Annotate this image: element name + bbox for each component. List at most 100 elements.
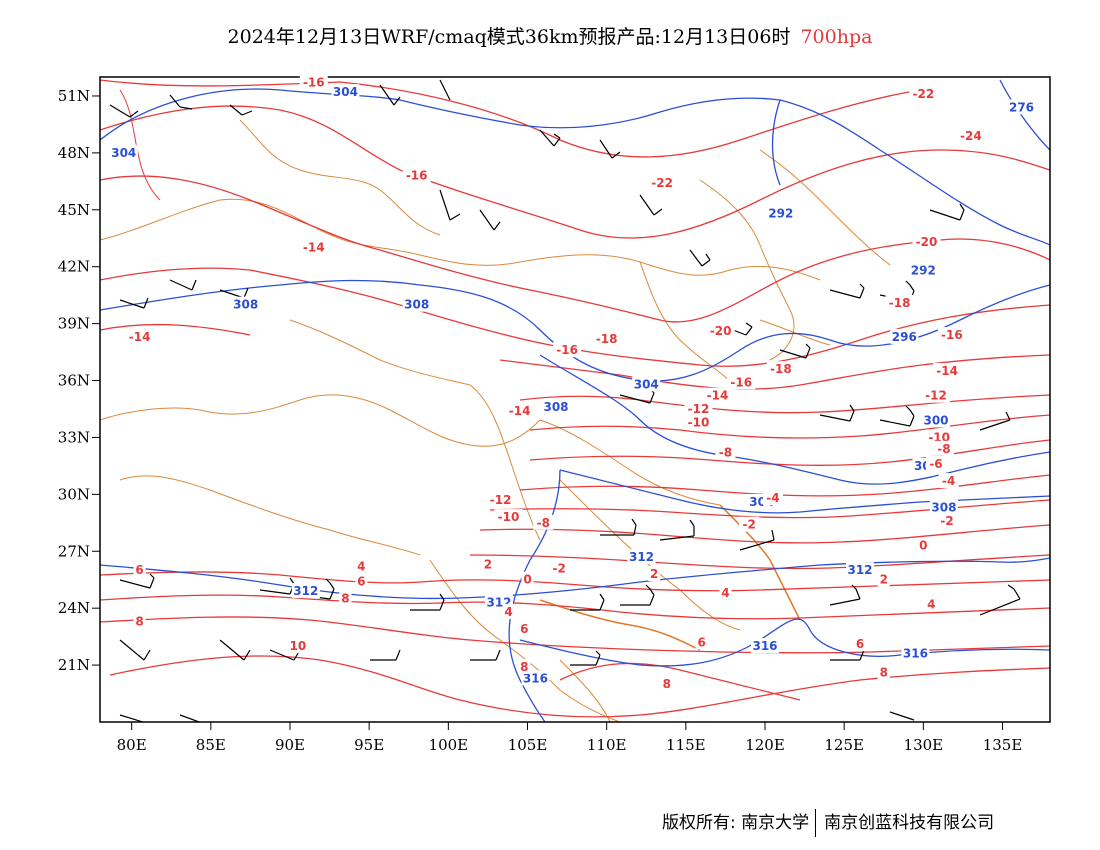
contour-label-bg <box>291 583 320 599</box>
contour-label-bg <box>922 387 950 403</box>
axis-ticks <box>92 95 1003 730</box>
contour-label: 304 <box>333 85 358 99</box>
contour-label: 0 <box>919 539 927 553</box>
contour-label: -20 <box>710 324 732 338</box>
temperature-contours <box>100 79 1050 718</box>
lon-label: 120E <box>745 736 785 754</box>
contour-label: -14 <box>936 364 958 378</box>
contour-label: -8 <box>719 446 732 460</box>
contour-label-bg <box>703 387 732 403</box>
contour-label-bg <box>355 573 368 589</box>
contour-label-bg <box>299 74 328 90</box>
contour-label-bg <box>486 492 515 508</box>
contour-label: 312 <box>629 550 654 564</box>
contour-label-bg <box>494 509 523 525</box>
contour-label-bg <box>684 400 713 416</box>
contour-label: -24 <box>960 129 982 143</box>
contour-label-bg <box>355 558 368 574</box>
latitude-labels: 51N 48N 45N 42N 39N 36N 33N 30N 27N 24N 21N <box>58 87 90 674</box>
lat-label: 48N <box>58 144 90 162</box>
contour-label: -10 <box>498 510 520 524</box>
contour-label-bg <box>909 86 938 102</box>
lon-label: 135E <box>983 736 1023 754</box>
contour-label-bg <box>505 402 534 418</box>
contour-label-bg <box>518 658 531 674</box>
contour-label: 316 <box>903 647 928 661</box>
contour-label-bg <box>766 361 795 377</box>
contour-label: -2 <box>940 514 953 528</box>
contour-label: 308 <box>543 400 568 414</box>
contour-label-bg <box>1007 99 1036 115</box>
contour-label-bg <box>553 342 582 358</box>
contour-label: -16 <box>303 76 325 90</box>
lat-label: 39N <box>58 315 90 333</box>
lat-label: 21N <box>58 656 90 674</box>
contour-label-bg <box>925 429 954 445</box>
longitude-labels: 80E 85E 90E 95E 100E 105E 110E 115E 120E 125E 130E… <box>117 736 1023 754</box>
geopotential-height-contours <box>100 79 1050 722</box>
contour-label-bg <box>901 645 930 661</box>
contour-label-bg <box>762 490 783 506</box>
contour-label-bg <box>925 596 938 612</box>
contour-label-bg <box>751 638 779 654</box>
contour-label-bg <box>877 571 890 587</box>
contour-label-bg <box>518 621 531 637</box>
contour-label-bg <box>926 456 946 471</box>
lat-label: 36N <box>58 372 90 390</box>
lon-label: 110E <box>587 736 627 754</box>
map-title: 2024年12月13日WRF/cmaq模式36km预报产品:12月13日06时 7… <box>0 22 1100 49</box>
contour-label-bg <box>648 566 661 582</box>
contour-label-bg <box>909 262 938 278</box>
contour-label-bg <box>912 234 941 250</box>
title-level: 700hpa <box>800 26 873 48</box>
lon-label: 95E <box>354 736 384 754</box>
contour-label-bg <box>715 444 736 460</box>
contour-label-bg <box>938 473 959 489</box>
contour-label: 6 <box>135 563 143 577</box>
contour-label-bg <box>706 323 735 339</box>
wind-barbs <box>109 79 1021 722</box>
contour-label: -14 <box>129 330 151 344</box>
contour-label: 6 <box>357 575 365 589</box>
contour-label: -12 <box>490 493 512 507</box>
contour-label: -8 <box>537 516 550 530</box>
contour-label-bg <box>231 296 260 312</box>
contour-label: 6 <box>697 635 705 649</box>
contour-label-bg <box>933 363 962 379</box>
title-main: 2024年12月13日WRF/cmaq模式36km预报产品:12月13日06时 <box>227 26 791 48</box>
contour-label: 8 <box>135 614 143 628</box>
contour-label: 292 <box>768 207 793 221</box>
contour-label-bg <box>648 175 677 191</box>
contour-label-bg <box>854 636 866 652</box>
contour-label: 300 <box>923 413 948 427</box>
contour-label-bg <box>684 414 713 430</box>
contour-label-bg <box>521 670 550 686</box>
contour-label-bg <box>660 676 673 692</box>
contour-label-bg <box>922 412 950 428</box>
lat-label: 27N <box>58 542 90 560</box>
contour-label: -4 <box>766 491 779 505</box>
contour-label-bg <box>937 512 958 528</box>
contour-label-bg <box>937 327 966 342</box>
contour-label: 312 <box>847 563 872 577</box>
contour-label-bg <box>956 127 985 143</box>
lon-label: 85E <box>196 736 226 754</box>
contour-label: 308 <box>931 501 956 515</box>
contour-label: 8 <box>341 592 349 606</box>
contour-label-bg <box>542 399 570 415</box>
contour-label: 2 <box>880 573 888 587</box>
contour-label: 304 <box>111 146 136 160</box>
contour-label-bg <box>481 556 494 572</box>
contour-label-bg <box>627 548 656 564</box>
contour-label: 316 <box>752 639 777 653</box>
contour-label: 316 <box>523 671 548 685</box>
lat-label: 33N <box>58 428 90 446</box>
contour-label-bg <box>846 562 874 578</box>
contour-label: -12 <box>925 389 947 403</box>
lon-label: 105E <box>508 736 548 754</box>
geographic-boundaries <box>100 119 891 722</box>
contour-label: 8 <box>520 660 528 674</box>
contour-label: 4 <box>357 559 365 573</box>
lat-label: 45N <box>58 201 90 219</box>
